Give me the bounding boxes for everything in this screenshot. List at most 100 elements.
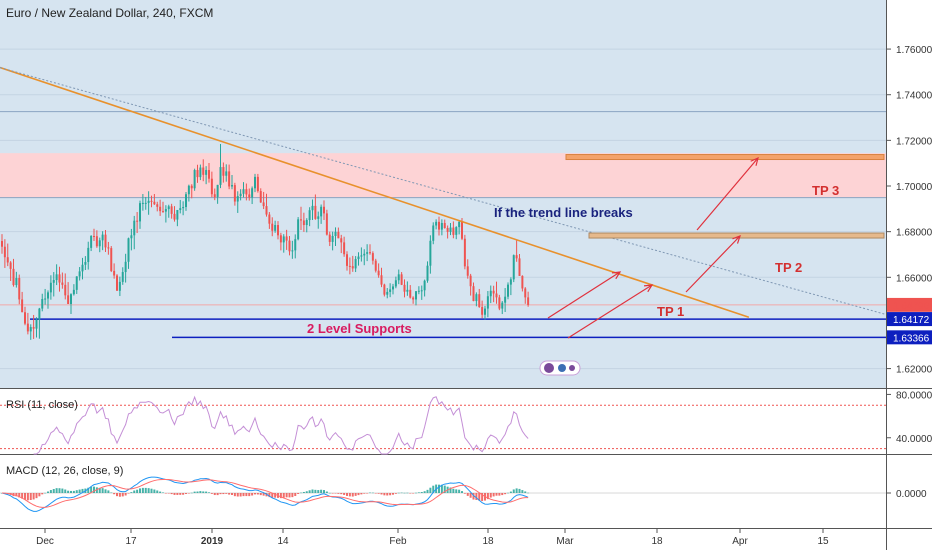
candle[interactable] <box>187 184 190 202</box>
candle[interactable] <box>254 173 256 193</box>
candle[interactable] <box>225 164 228 182</box>
candle[interactable] <box>374 258 377 273</box>
candle[interactable] <box>265 193 268 217</box>
candle[interactable] <box>239 189 242 201</box>
macd-line[interactable] <box>1 476 529 512</box>
price-axis[interactable]: 1.76000 1.74000 1.72000 1.70000 1.68000 1.660… <box>886 45 932 376</box>
candle[interactable] <box>242 182 245 198</box>
candle[interactable] <box>219 144 222 189</box>
candle[interactable] <box>371 251 374 265</box>
candle[interactable] <box>6 243 9 267</box>
candle[interactable] <box>435 219 438 230</box>
candle[interactable] <box>107 241 110 255</box>
candle[interactable] <box>458 220 461 235</box>
candle[interactable] <box>70 293 72 315</box>
candle[interactable] <box>147 191 150 215</box>
candle[interactable] <box>1 234 3 254</box>
candle[interactable] <box>429 235 432 274</box>
candle[interactable] <box>466 259 469 279</box>
candle[interactable] <box>291 240 294 259</box>
candle[interactable] <box>271 217 274 237</box>
candle[interactable] <box>210 171 213 198</box>
candle[interactable] <box>486 291 489 318</box>
candle[interactable] <box>279 232 282 251</box>
candle[interactable] <box>233 182 236 206</box>
candle[interactable] <box>501 301 504 315</box>
candle[interactable] <box>354 256 357 273</box>
candle[interactable] <box>403 279 406 298</box>
candle[interactable] <box>173 206 176 222</box>
candle[interactable] <box>484 305 486 320</box>
candle[interactable] <box>262 191 265 210</box>
candle[interactable] <box>47 290 49 309</box>
candle[interactable] <box>489 285 492 304</box>
candle[interactable] <box>55 264 58 286</box>
candle[interactable] <box>164 205 167 223</box>
candle[interactable] <box>492 285 495 303</box>
resistance-zone-rect[interactable] <box>0 153 886 198</box>
candle[interactable] <box>380 267 383 288</box>
candle[interactable] <box>423 279 426 297</box>
candle[interactable] <box>144 196 147 210</box>
candle[interactable] <box>524 287 527 304</box>
candle[interactable] <box>58 266 61 292</box>
candle[interactable] <box>95 230 98 248</box>
candle[interactable] <box>507 282 509 300</box>
candle[interactable] <box>426 261 429 283</box>
candle[interactable] <box>472 282 475 302</box>
candle[interactable] <box>446 225 449 239</box>
candle[interactable] <box>18 274 21 305</box>
candle[interactable] <box>182 201 185 216</box>
candle[interactable] <box>78 267 81 281</box>
candle[interactable] <box>346 251 348 271</box>
candle[interactable] <box>32 314 35 339</box>
candle[interactable] <box>300 206 302 231</box>
candle[interactable] <box>314 194 317 220</box>
candle[interactable] <box>228 164 231 190</box>
candle[interactable] <box>245 183 248 201</box>
candle[interactable] <box>170 203 173 219</box>
candle[interactable] <box>208 162 210 183</box>
candle[interactable] <box>351 255 354 272</box>
candle[interactable] <box>216 184 219 204</box>
trend-lines[interactable] <box>0 66 887 319</box>
candle[interactable] <box>282 234 285 253</box>
candle[interactable] <box>133 215 136 250</box>
candle[interactable] <box>35 317 38 338</box>
tp2-zone[interactable] <box>588 232 885 239</box>
candle[interactable] <box>75 276 78 294</box>
candle[interactable] <box>302 212 305 232</box>
candle[interactable] <box>38 307 41 339</box>
candle[interactable] <box>3 239 6 268</box>
candle[interactable] <box>360 247 363 262</box>
candle[interactable] <box>469 273 472 296</box>
candle[interactable] <box>162 201 164 213</box>
candle[interactable] <box>231 175 233 190</box>
candle[interactable] <box>323 200 325 221</box>
candle[interactable] <box>478 288 481 308</box>
candle[interactable] <box>139 200 141 229</box>
candle[interactable] <box>285 229 288 250</box>
candle[interactable] <box>397 269 400 285</box>
candle[interactable] <box>268 212 271 229</box>
candle[interactable] <box>311 199 314 221</box>
candle[interactable] <box>193 168 196 191</box>
candle[interactable] <box>328 231 331 247</box>
candle[interactable] <box>179 199 182 214</box>
trend-line[interactable] <box>0 66 750 319</box>
candle[interactable] <box>159 199 162 216</box>
candle[interactable] <box>394 276 397 289</box>
candle[interactable] <box>297 217 300 241</box>
candle[interactable] <box>49 275 52 300</box>
candle[interactable] <box>443 219 446 229</box>
candle[interactable] <box>331 231 334 251</box>
candle[interactable] <box>412 296 415 304</box>
candle[interactable] <box>61 272 64 289</box>
candle[interactable] <box>259 188 262 203</box>
candle[interactable] <box>118 276 121 297</box>
candle[interactable] <box>141 194 144 211</box>
candle[interactable] <box>400 272 403 286</box>
dotted-trend-line[interactable] <box>0 67 887 315</box>
candle[interactable] <box>205 166 208 185</box>
